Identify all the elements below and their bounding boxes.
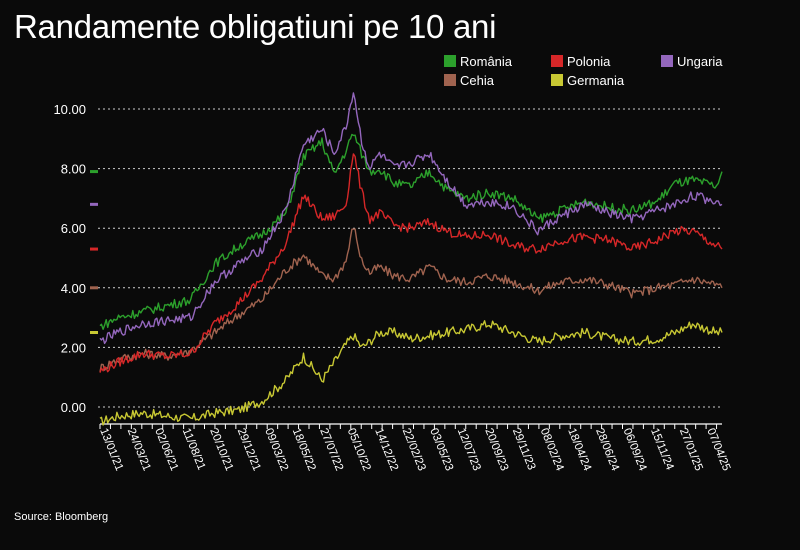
x-tick-label: 24/03/21	[125, 427, 153, 473]
legend-label: Ungaria	[677, 54, 723, 69]
series-end-marker-cehia	[90, 286, 98, 290]
chart-title: Randamente obligatiuni pe 10 ani	[14, 8, 497, 45]
series-line-polonia	[99, 153, 723, 373]
legend-swatch	[551, 74, 563, 86]
legend-label: Polonia	[567, 54, 611, 69]
x-tick-label: 29/12/21	[235, 427, 263, 473]
x-tick-label: 02/06/21	[152, 427, 180, 473]
legend-label: Cehia	[460, 73, 495, 88]
x-tick-label: 09/03/22	[262, 427, 290, 473]
series-end-marker-romania	[90, 170, 98, 174]
series-end-marker-ungaria	[90, 202, 98, 206]
x-tick-label: 28/06/24	[593, 427, 621, 474]
series-line-cehia	[99, 228, 723, 372]
legend-item-cehia: Cehia	[444, 73, 495, 88]
series-line-romania	[99, 133, 723, 330]
y-tick-label: 2.00	[61, 340, 86, 355]
legend-item-ungaria: Ungaria	[661, 54, 723, 69]
legend-swatch	[551, 55, 563, 67]
x-tick-label: 03/05/23	[427, 427, 455, 473]
legend-item-germania: Germania	[551, 73, 625, 88]
x-tick-label: 07/04/25	[704, 427, 732, 473]
legend-swatch	[444, 55, 456, 67]
x-tick-label: 22/02/23	[400, 427, 428, 473]
legend-swatch	[661, 55, 673, 67]
legend-item-romania: România	[444, 54, 513, 69]
series-line-ungaria	[99, 92, 723, 345]
x-tick-label: 18/05/22	[290, 427, 318, 473]
legend-item-polonia: Polonia	[551, 54, 611, 69]
x-tick-label: 15/11/24	[648, 427, 676, 473]
x-tick-label: 06/09/24	[621, 427, 649, 474]
x-tick-label: 05/10/22	[345, 427, 373, 473]
x-tick-label: 20/10/21	[207, 427, 235, 473]
series-end-marker-germania	[90, 331, 98, 334]
y-tick-label: 8.00	[61, 162, 86, 177]
x-tick-label: 14/12/22	[372, 427, 400, 473]
y-tick-label: 10.00	[53, 102, 86, 117]
y-tick-label: 6.00	[61, 221, 86, 236]
x-tick-label: 27/07/22	[317, 427, 345, 473]
legend-swatch	[444, 74, 456, 86]
y-tick-label: 4.00	[61, 281, 86, 296]
series-line-germania	[99, 320, 723, 426]
x-tick-label: 29/11/23	[510, 427, 538, 472]
x-tick-label: 27/01/25	[677, 427, 705, 473]
x-tick-label: 18/04/24	[565, 427, 593, 474]
x-tick-label: 12/07/23	[455, 427, 483, 473]
series-end-marker-polonia	[90, 247, 98, 251]
x-tick-label: 20/09/23	[482, 427, 510, 473]
y-tick-label: 0.00	[61, 400, 86, 415]
x-tick-label: 13/01/21	[97, 427, 125, 473]
source-note: Source: Bloomberg	[14, 511, 109, 523]
legend-label: România	[460, 54, 513, 69]
x-tick-label: 08/02/24	[538, 427, 566, 474]
x-tick-label: 11/08/21	[180, 427, 208, 472]
legend-label: Germania	[567, 73, 625, 88]
